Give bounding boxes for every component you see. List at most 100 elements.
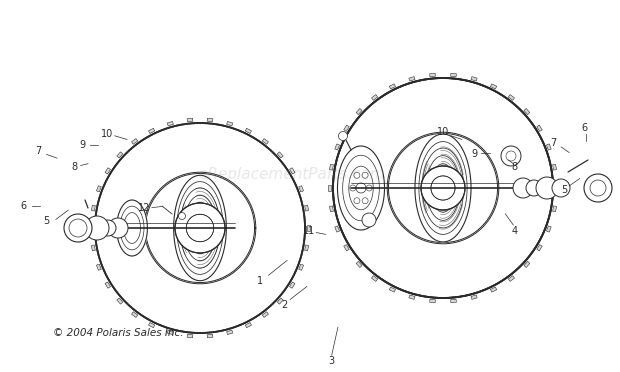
Polygon shape (430, 73, 435, 77)
Text: eReplacementParts.com: eReplacementParts.com (198, 167, 385, 182)
Text: 8: 8 (71, 163, 78, 172)
Polygon shape (356, 262, 362, 267)
Circle shape (366, 185, 372, 191)
Polygon shape (415, 134, 471, 242)
Circle shape (175, 203, 225, 253)
Polygon shape (333, 78, 553, 298)
Polygon shape (290, 282, 295, 288)
Text: 9: 9 (471, 150, 477, 159)
Polygon shape (174, 175, 226, 281)
Polygon shape (335, 226, 340, 232)
Polygon shape (117, 152, 123, 158)
Polygon shape (117, 298, 123, 304)
Polygon shape (343, 245, 349, 251)
Circle shape (350, 185, 356, 191)
Text: 8: 8 (512, 163, 518, 172)
Polygon shape (149, 128, 155, 134)
Polygon shape (97, 186, 101, 192)
Polygon shape (95, 123, 305, 333)
Text: 10: 10 (100, 129, 113, 139)
Polygon shape (304, 245, 309, 251)
Circle shape (362, 172, 368, 178)
Circle shape (536, 177, 558, 199)
Circle shape (362, 198, 368, 204)
Polygon shape (451, 299, 456, 303)
Circle shape (179, 212, 185, 219)
Polygon shape (490, 84, 497, 89)
Polygon shape (246, 128, 252, 134)
Polygon shape (91, 205, 95, 211)
Polygon shape (508, 94, 515, 100)
Polygon shape (329, 206, 334, 212)
Polygon shape (227, 121, 232, 126)
Text: 6: 6 (20, 202, 27, 211)
Polygon shape (187, 334, 193, 338)
Circle shape (552, 179, 570, 197)
Polygon shape (290, 168, 295, 174)
Polygon shape (546, 226, 551, 232)
Polygon shape (117, 200, 148, 256)
Text: 9: 9 (79, 140, 86, 150)
Polygon shape (299, 186, 304, 192)
Polygon shape (277, 152, 283, 158)
Polygon shape (227, 330, 232, 334)
Circle shape (356, 183, 366, 193)
Polygon shape (337, 146, 384, 230)
Polygon shape (409, 77, 415, 81)
Polygon shape (299, 264, 304, 270)
Circle shape (354, 198, 360, 204)
Circle shape (69, 219, 87, 237)
Circle shape (108, 218, 128, 238)
Polygon shape (207, 118, 213, 122)
Polygon shape (105, 168, 110, 174)
Polygon shape (246, 323, 252, 328)
Circle shape (431, 176, 455, 200)
Polygon shape (546, 144, 551, 150)
Polygon shape (552, 164, 557, 170)
Polygon shape (537, 245, 542, 251)
Text: 2: 2 (281, 300, 287, 310)
Polygon shape (552, 206, 557, 212)
Polygon shape (91, 245, 95, 251)
Text: 1: 1 (257, 276, 264, 286)
Text: 10: 10 (437, 127, 450, 137)
Polygon shape (149, 323, 155, 328)
Polygon shape (167, 330, 174, 334)
Text: 7: 7 (35, 146, 42, 155)
Polygon shape (371, 276, 378, 282)
Polygon shape (277, 298, 283, 304)
Circle shape (584, 174, 612, 202)
Polygon shape (555, 185, 558, 191)
Polygon shape (524, 262, 530, 267)
Text: © 2004 Polaris Sales Inc.: © 2004 Polaris Sales Inc. (53, 328, 183, 338)
Polygon shape (389, 287, 396, 292)
Polygon shape (335, 144, 340, 150)
Polygon shape (356, 109, 362, 115)
Text: 5: 5 (43, 217, 50, 226)
Polygon shape (343, 125, 349, 131)
Circle shape (513, 178, 533, 198)
Polygon shape (187, 118, 193, 122)
Polygon shape (328, 185, 331, 191)
Circle shape (590, 180, 606, 196)
Circle shape (186, 214, 214, 242)
Polygon shape (371, 94, 378, 100)
Polygon shape (105, 282, 110, 288)
Polygon shape (389, 84, 396, 89)
Polygon shape (490, 287, 497, 292)
Polygon shape (97, 264, 101, 270)
Text: 4: 4 (512, 226, 518, 235)
Polygon shape (508, 276, 515, 282)
Text: 7: 7 (551, 138, 557, 148)
Polygon shape (167, 121, 174, 126)
Circle shape (501, 146, 521, 166)
Circle shape (64, 214, 92, 242)
Circle shape (526, 180, 542, 196)
Polygon shape (409, 295, 415, 299)
Text: 6: 6 (581, 124, 587, 133)
Polygon shape (90, 225, 93, 231)
Polygon shape (471, 77, 477, 81)
Polygon shape (307, 225, 310, 231)
Text: 3: 3 (329, 356, 335, 366)
Polygon shape (537, 125, 542, 131)
